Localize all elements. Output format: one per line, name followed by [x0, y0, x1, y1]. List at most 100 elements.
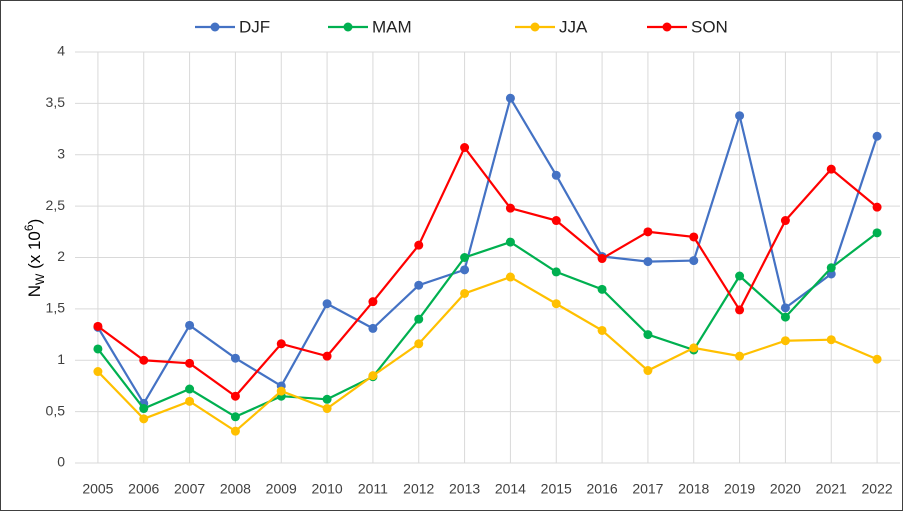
point: [780, 303, 790, 313]
y-label-sub: W: [33, 273, 47, 285]
point: [230, 353, 240, 363]
point: [597, 254, 607, 264]
series-line: [97, 275, 878, 433]
point: [414, 280, 424, 290]
point: [460, 143, 470, 153]
x-tick-label: 2017: [632, 481, 663, 497]
point: [735, 351, 745, 361]
x-tick-label: 2010: [312, 481, 343, 497]
legend-label: MAM: [372, 17, 412, 36]
point: [368, 323, 378, 333]
x-tick-label: 2009: [266, 481, 297, 497]
point: [551, 299, 561, 309]
point: [735, 305, 745, 315]
legend: DJF MAM JJA SON: [195, 17, 728, 36]
x-tick-label: 2021: [816, 481, 847, 497]
x-tick-label: 2020: [770, 481, 801, 497]
y-tick-label: 3,5: [46, 94, 66, 110]
point: [230, 391, 240, 401]
point: [780, 336, 790, 346]
point: [872, 202, 882, 212]
point: [689, 232, 699, 242]
point: [322, 299, 332, 309]
point: [643, 227, 653, 237]
x-tick-label: 2015: [541, 481, 572, 497]
point: [689, 343, 699, 353]
y-label-base: N: [25, 285, 44, 297]
point: [872, 131, 882, 141]
x-tick-label: 2006: [128, 481, 159, 497]
point: [185, 320, 195, 330]
point: [505, 203, 515, 213]
y-tick-label: 2,5: [46, 197, 66, 213]
point: [368, 297, 378, 307]
x-tick-label: 2016: [587, 481, 618, 497]
point: [826, 335, 836, 345]
point: [185, 358, 195, 368]
point: [368, 371, 378, 381]
point: [735, 111, 745, 121]
point: [322, 351, 332, 361]
point: [505, 93, 515, 103]
y-tick-label: 0,5: [46, 402, 66, 418]
point: [780, 216, 790, 226]
point: [139, 414, 149, 424]
point: [322, 404, 332, 414]
point: [276, 339, 286, 349]
point: [505, 237, 515, 247]
point: [780, 312, 790, 322]
y-tick-label: 3: [57, 145, 65, 161]
point: [551, 267, 561, 277]
x-tick-label: 2007: [174, 481, 205, 497]
legend-marker: [343, 22, 353, 32]
point: [689, 256, 699, 266]
point: [643, 366, 653, 376]
point: [551, 170, 561, 180]
x-tick-label: 2008: [220, 481, 251, 497]
legend-label: DJF: [239, 17, 270, 36]
point: [185, 396, 195, 406]
point: [643, 257, 653, 267]
point: [735, 271, 745, 281]
x-tick-label: 2019: [724, 481, 755, 497]
point: [505, 272, 515, 282]
x-tick-label: 2022: [862, 481, 893, 497]
point: [276, 386, 286, 396]
y-tick-label: 0: [57, 454, 65, 470]
legend-label: SON: [691, 17, 728, 36]
point: [230, 426, 240, 436]
point: [460, 253, 470, 262]
y-axis-label: NW (x 106): [22, 219, 47, 298]
point: [597, 284, 607, 294]
point: [139, 404, 149, 414]
point: [551, 216, 561, 226]
point: [93, 344, 103, 354]
point: [230, 412, 240, 422]
point: [185, 384, 195, 394]
series-line: [96, 95, 879, 406]
point: [414, 314, 424, 324]
point: [872, 228, 882, 238]
y-tick-label: 1: [57, 351, 65, 367]
point: [826, 164, 836, 174]
x-tick-label: 2012: [403, 481, 434, 497]
point: [826, 263, 836, 273]
point: [460, 265, 470, 275]
y-tick-label: 2: [57, 248, 65, 264]
y-tick-label: 4: [57, 43, 65, 59]
y-label-text: (x 10: [25, 231, 44, 274]
y-label-sup: 6: [22, 224, 36, 231]
point: [597, 325, 607, 335]
point: [872, 354, 882, 364]
y-tick-label: 1,5: [46, 300, 66, 316]
legend-label: JJA: [559, 17, 588, 36]
series-line: [97, 145, 878, 398]
x-tick-label: 2005: [82, 481, 113, 497]
point: [93, 367, 103, 377]
point: [139, 355, 149, 365]
point: [93, 321, 103, 331]
series-line: [97, 231, 878, 419]
point: [414, 339, 424, 349]
